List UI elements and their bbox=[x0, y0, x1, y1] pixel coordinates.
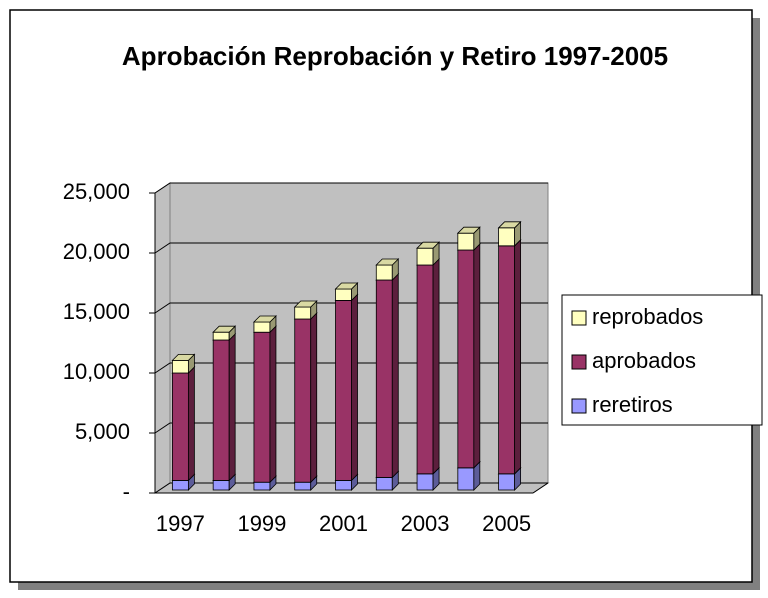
bar-segment bbox=[335, 479, 352, 491]
legend-label: aprobados bbox=[592, 348, 696, 373]
bar-segment bbox=[253, 321, 271, 333]
bar-top bbox=[497, 221, 522, 229]
bar-segment bbox=[171, 479, 189, 491]
bar-side bbox=[187, 366, 195, 482]
legend-swatch bbox=[571, 398, 587, 414]
bar-top bbox=[334, 282, 359, 290]
bar-segment bbox=[253, 481, 271, 491]
bar-segment bbox=[498, 473, 516, 491]
legend-box bbox=[561, 294, 763, 426]
legend-label: reprobados bbox=[592, 304, 703, 329]
bar-segment bbox=[253, 331, 271, 483]
bar-segment bbox=[498, 227, 516, 247]
y-tick-label: - bbox=[123, 479, 130, 504]
chart-title: Aprobación Reprobación y Retiro 1997-200… bbox=[121, 41, 669, 71]
x-tick-label: 2001 bbox=[319, 511, 368, 536]
grid-line bbox=[154, 182, 548, 194]
bar-top bbox=[171, 353, 196, 361]
x-tick-label: 2003 bbox=[401, 511, 450, 536]
bar-top bbox=[375, 258, 400, 266]
x-tick-label: 1997 bbox=[156, 511, 205, 536]
bar-segment bbox=[457, 467, 475, 491]
y-tick-label: 10,000 bbox=[63, 359, 130, 384]
x-tick-label: 2005 bbox=[482, 511, 531, 536]
bar-top bbox=[252, 315, 277, 323]
bar-side bbox=[228, 333, 236, 482]
bar-segment bbox=[498, 245, 516, 475]
legend-swatch bbox=[571, 310, 587, 326]
bar-segment bbox=[416, 473, 434, 491]
bar-side bbox=[473, 243, 481, 469]
bar-side bbox=[391, 273, 399, 479]
bar-segment bbox=[416, 264, 434, 475]
bar-side bbox=[514, 238, 522, 475]
y-tick-label: 15,000 bbox=[63, 299, 130, 324]
bar-segment bbox=[212, 339, 230, 481]
bar-segment bbox=[457, 232, 475, 251]
bar-side bbox=[310, 312, 318, 484]
bar-segment bbox=[375, 476, 393, 491]
legend-swatch bbox=[571, 354, 587, 370]
bar-top bbox=[456, 226, 481, 234]
bar-segment bbox=[375, 264, 393, 281]
bar-segment bbox=[294, 318, 312, 483]
legend-label: reretiros bbox=[592, 392, 673, 417]
bar-segment bbox=[457, 249, 475, 469]
bar-top bbox=[293, 300, 318, 308]
bar-segment bbox=[375, 279, 393, 478]
y-tick-label: 20,000 bbox=[63, 239, 130, 264]
bar-side bbox=[269, 325, 277, 484]
bar-segment bbox=[335, 288, 352, 301]
bar-segment bbox=[294, 306, 312, 320]
bar-top bbox=[212, 325, 237, 333]
bar-side bbox=[351, 293, 358, 482]
bar-top bbox=[416, 241, 441, 249]
bar-segment bbox=[416, 247, 434, 266]
bar-segment bbox=[212, 479, 230, 491]
x-tick-label: 1999 bbox=[237, 511, 286, 536]
bar-segment bbox=[335, 299, 352, 481]
bar-segment bbox=[171, 372, 189, 481]
x-axis-depth bbox=[532, 482, 549, 494]
bar-side bbox=[432, 258, 440, 475]
bar-segment bbox=[212, 331, 230, 341]
bar-segment bbox=[294, 481, 312, 491]
bar-segment bbox=[171, 359, 189, 374]
y-tick-label: 5,000 bbox=[75, 419, 130, 444]
y-tick-label: 25,000 bbox=[63, 179, 130, 204]
side-wall bbox=[154, 182, 171, 494]
